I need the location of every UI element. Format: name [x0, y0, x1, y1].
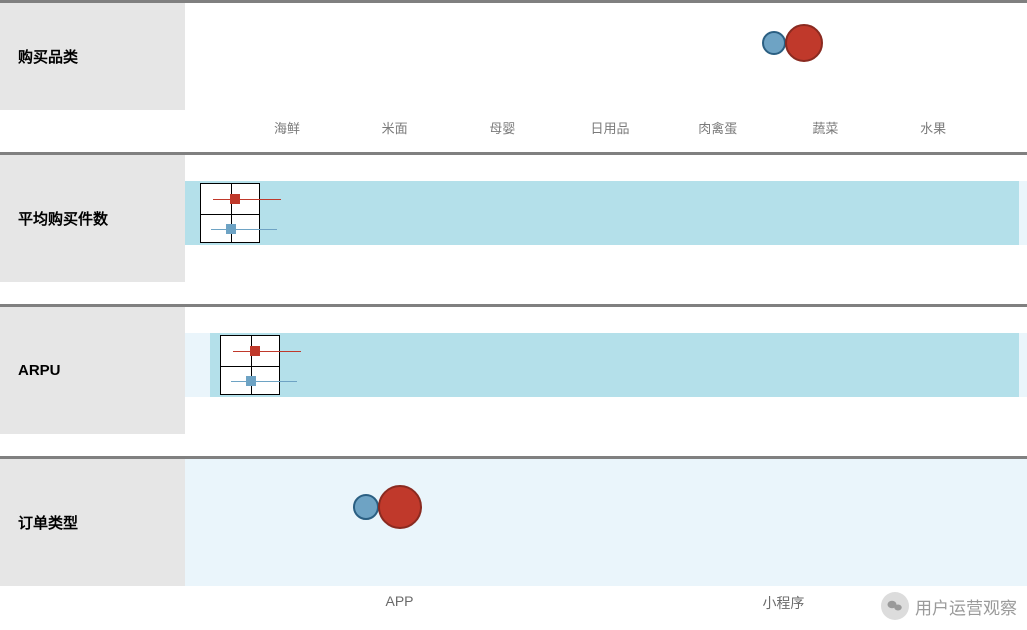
wechat-icon — [881, 592, 909, 620]
box-marker — [250, 346, 260, 356]
label-text: 订单类型 — [18, 512, 78, 533]
plot-arpu — [185, 307, 1027, 434]
panel-label: 平均购买件数 — [0, 155, 185, 282]
bubble — [762, 31, 786, 55]
axis-label: APP — [386, 593, 414, 609]
panel-arpu: ARPU — [0, 304, 1027, 434]
plot-avg-qty — [185, 155, 1027, 282]
axis-label: 水果 — [879, 118, 987, 137]
bar-dark — [210, 333, 1018, 397]
box-marker — [226, 224, 236, 234]
bubble-area-category — [185, 3, 1027, 110]
bubble — [378, 485, 422, 529]
axis-label: 日用品 — [556, 118, 664, 137]
label-text: 平均购买件数 — [18, 208, 108, 229]
axis-label: 母婴 — [449, 118, 557, 137]
panel-avg-qty: 平均购买件数 — [0, 152, 1027, 282]
bubble — [785, 24, 823, 62]
bar-dark — [185, 181, 1019, 245]
watermark-text: 用户运营观察 — [915, 594, 1017, 619]
watermark: 用户运营观察 — [881, 592, 1017, 620]
boxplot — [220, 335, 280, 395]
whisker — [231, 381, 297, 382]
panel-category: 购买品类 — [0, 0, 1027, 110]
box-marker — [246, 376, 256, 386]
panel-label: 购买品类 — [0, 3, 185, 110]
panel-order-type: 订单类型 — [0, 456, 1027, 586]
axis-label: 小程序 — [762, 593, 804, 613]
whisker — [233, 351, 301, 352]
axis-label: 蔬菜 — [772, 118, 880, 137]
axis-label: 海鲜 — [233, 118, 341, 137]
axis-label: 米面 — [341, 118, 449, 137]
panel-label: ARPU — [0, 307, 185, 434]
whisker — [213, 199, 281, 200]
axis-label: 肉禽蛋 — [664, 118, 772, 137]
label-text: 购买品类 — [18, 46, 78, 67]
panel-label: 订单类型 — [0, 459, 185, 586]
whisker — [211, 229, 277, 230]
label-text: ARPU — [18, 362, 61, 379]
box-marker — [230, 194, 240, 204]
plot-category — [185, 3, 1027, 110]
boxplot — [200, 183, 260, 243]
bubble — [353, 494, 379, 520]
plot-order-type — [185, 459, 1027, 586]
